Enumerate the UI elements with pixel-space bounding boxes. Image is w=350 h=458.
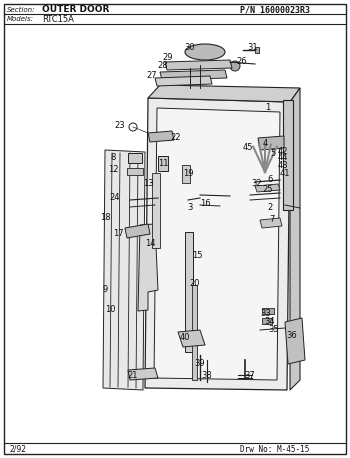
Circle shape — [230, 61, 240, 71]
Text: 31: 31 — [248, 43, 258, 51]
Polygon shape — [255, 184, 280, 192]
Polygon shape — [145, 98, 290, 390]
Polygon shape — [260, 218, 282, 228]
Text: 8: 8 — [110, 153, 116, 163]
Text: 42: 42 — [278, 147, 288, 157]
Polygon shape — [125, 224, 150, 238]
Text: 2/92: 2/92 — [10, 445, 27, 453]
Text: 25: 25 — [263, 185, 273, 195]
Text: 6: 6 — [267, 175, 273, 185]
Text: 27: 27 — [147, 71, 157, 81]
Bar — [152, 173, 160, 248]
Text: 44: 44 — [278, 153, 288, 163]
Polygon shape — [148, 85, 300, 102]
Polygon shape — [258, 136, 284, 150]
Text: 15: 15 — [192, 251, 202, 260]
Bar — [182, 165, 190, 183]
Text: 35: 35 — [269, 325, 279, 333]
Text: 5: 5 — [270, 149, 276, 158]
Circle shape — [197, 353, 203, 359]
Bar — [262, 318, 272, 324]
Text: 22: 22 — [171, 132, 181, 142]
Text: 4: 4 — [262, 138, 268, 147]
Polygon shape — [285, 318, 305, 364]
Polygon shape — [178, 330, 205, 347]
Text: Drw No: M-45-15: Drw No: M-45-15 — [240, 445, 309, 453]
Text: 7: 7 — [269, 216, 275, 224]
Polygon shape — [128, 368, 158, 380]
Text: 39: 39 — [195, 360, 205, 369]
Text: 19: 19 — [183, 169, 193, 178]
Text: 16: 16 — [200, 198, 210, 207]
Text: 1: 1 — [265, 104, 271, 113]
Text: 9: 9 — [102, 285, 108, 294]
Text: RTC15A: RTC15A — [42, 15, 74, 23]
Polygon shape — [103, 150, 145, 390]
Circle shape — [145, 370, 151, 376]
Text: 34: 34 — [265, 316, 275, 326]
Polygon shape — [155, 76, 212, 86]
Polygon shape — [160, 70, 227, 80]
Circle shape — [260, 167, 270, 177]
Circle shape — [272, 149, 280, 157]
Text: 30: 30 — [185, 44, 195, 53]
Bar — [128, 153, 142, 163]
Text: P/N 16000023R3: P/N 16000023R3 — [240, 5, 310, 15]
Bar — [255, 47, 259, 53]
Text: 24: 24 — [110, 193, 120, 202]
Text: 37: 37 — [245, 371, 256, 380]
Text: 21: 21 — [128, 371, 138, 381]
Text: 20: 20 — [190, 278, 200, 288]
Polygon shape — [290, 88, 300, 390]
Text: 12: 12 — [108, 165, 118, 174]
Text: Models:: Models: — [7, 16, 34, 22]
Polygon shape — [165, 60, 232, 70]
Text: 3: 3 — [187, 202, 193, 212]
Text: 40: 40 — [180, 333, 190, 343]
Bar — [127, 168, 143, 175]
Text: 43: 43 — [278, 160, 288, 169]
Text: 33: 33 — [261, 309, 271, 317]
Circle shape — [131, 370, 139, 378]
Ellipse shape — [185, 44, 225, 60]
Text: 23: 23 — [115, 120, 125, 130]
Text: 14: 14 — [145, 239, 155, 247]
Text: 29: 29 — [163, 53, 173, 61]
Text: 28: 28 — [158, 60, 168, 70]
Text: 32: 32 — [252, 179, 262, 187]
Text: 36: 36 — [287, 332, 298, 340]
Text: 45: 45 — [243, 143, 253, 153]
Bar — [192, 285, 197, 380]
Text: 10: 10 — [105, 305, 115, 315]
Text: 2: 2 — [267, 203, 273, 213]
Text: 18: 18 — [100, 213, 110, 223]
Text: 11: 11 — [158, 158, 168, 168]
Polygon shape — [154, 108, 280, 380]
Polygon shape — [138, 224, 158, 311]
Text: 38: 38 — [202, 371, 212, 381]
Bar — [158, 156, 168, 171]
Text: 13: 13 — [143, 179, 153, 187]
Polygon shape — [148, 131, 174, 142]
Bar — [283, 100, 293, 210]
Text: 17: 17 — [113, 229, 123, 238]
Text: Section:: Section: — [7, 7, 35, 13]
Text: 41: 41 — [280, 169, 290, 179]
Bar — [262, 308, 274, 314]
Text: OUTER DOOR: OUTER DOOR — [42, 5, 109, 15]
Bar — [185, 232, 193, 352]
Text: 26: 26 — [237, 58, 247, 66]
